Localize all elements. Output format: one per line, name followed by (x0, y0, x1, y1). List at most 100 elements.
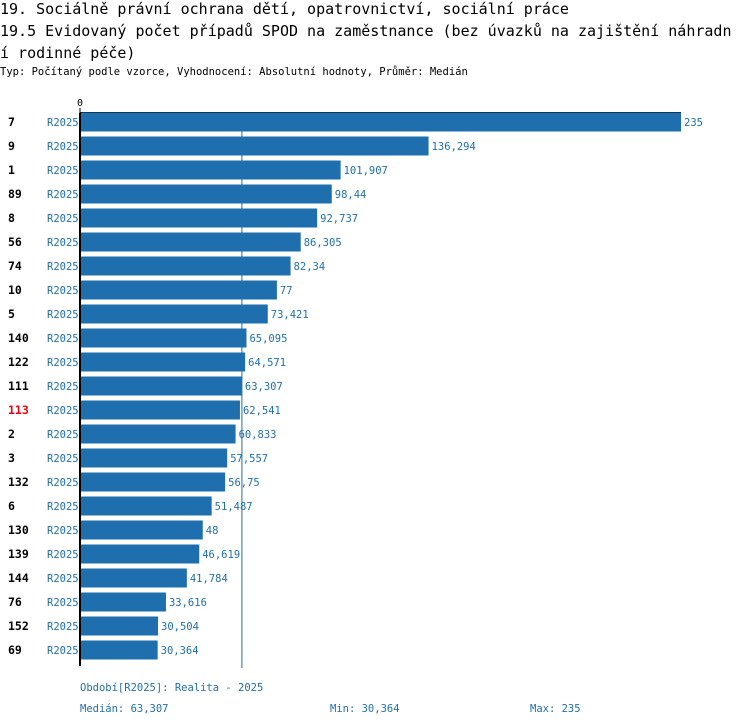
value-label: 60,833 (239, 429, 277, 441)
series-label: R2025 (47, 357, 79, 369)
value-label: 62,541 (243, 405, 281, 417)
bar (81, 616, 159, 636)
value-label: 98,44 (335, 189, 367, 201)
footer-min: Min: 30,364 (330, 703, 400, 715)
category-label: 76 (8, 595, 22, 609)
bar (81, 520, 203, 540)
footer-period: Období[R2025]: Realita - 2025 (80, 682, 264, 694)
bar (81, 232, 301, 252)
value-label: 235 (684, 117, 703, 129)
category-label: 5 (8, 307, 15, 321)
footer-max: Max: 235 (530, 703, 581, 715)
chart-title-line-2: 19.5 Evidovaný počet případů SPOD na zam… (0, 22, 732, 40)
bar (81, 592, 166, 612)
value-label: 46,619 (202, 549, 240, 561)
footer-median: Medián: 63,307 (80, 703, 169, 715)
bar (81, 496, 212, 516)
value-label: 136,294 (432, 141, 476, 153)
series-label: R2025 (47, 597, 79, 609)
series-label: R2025 (47, 237, 79, 249)
bar (81, 112, 681, 132)
series-label: R2025 (47, 477, 79, 489)
bar (81, 568, 187, 588)
bar (81, 376, 242, 396)
category-label: 9 (8, 139, 15, 153)
category-label: 56 (8, 235, 22, 249)
value-label: 56,75 (228, 477, 260, 489)
value-label: 57,557 (230, 453, 268, 465)
series-label: R2025 (47, 117, 79, 129)
bar (81, 304, 268, 324)
bar (81, 352, 246, 372)
category-label: 89 (8, 187, 22, 201)
category-label: 7 (8, 115, 15, 129)
series-label: R2025 (47, 453, 79, 465)
series-label: R2025 (47, 621, 79, 633)
series-label: R2025 (47, 261, 79, 273)
bar (81, 256, 291, 276)
bar (81, 208, 318, 228)
value-label: 73,421 (271, 309, 309, 321)
value-label: 101,907 (344, 165, 388, 177)
category-label: 3 (8, 451, 15, 465)
category-label: 113 (8, 403, 29, 417)
value-label: 82,34 (294, 261, 326, 273)
value-label: 77 (280, 285, 293, 297)
value-label: 33,616 (169, 597, 207, 609)
value-label: 30,504 (161, 621, 199, 633)
value-label: 41,784 (190, 573, 228, 585)
category-label: 69 (8, 643, 22, 657)
bar (81, 160, 341, 180)
bar (81, 448, 228, 468)
category-label: 6 (8, 499, 15, 513)
category-label: 140 (8, 331, 29, 345)
value-label: 63,307 (245, 381, 283, 393)
chart-title-line-1: 19. Sociálně právní ochrana dětí, opatro… (0, 0, 569, 18)
value-label: 92,737 (320, 213, 358, 225)
series-label: R2025 (47, 285, 79, 297)
category-label: 8 (8, 211, 15, 225)
bar (81, 544, 200, 564)
bar (81, 280, 277, 300)
value-label: 51,487 (215, 501, 253, 513)
chart-title-line-3: í rodinné péče) (0, 44, 136, 62)
category-label: 122 (8, 355, 29, 369)
series-label: R2025 (47, 141, 79, 153)
category-label: 2 (8, 427, 15, 441)
bar (81, 400, 240, 420)
value-label: 86,305 (304, 237, 342, 249)
x-tick-label: 0 (77, 98, 83, 109)
category-label: 139 (8, 547, 29, 561)
category-label: 74 (8, 259, 22, 273)
series-label: R2025 (47, 645, 79, 657)
series-label: R2025 (47, 501, 79, 513)
bar (81, 424, 236, 444)
series-label: R2025 (47, 309, 79, 321)
value-label: 48 (206, 525, 219, 537)
bar (81, 472, 226, 492)
bar (81, 328, 247, 348)
category-label: 144 (8, 571, 29, 585)
bar (81, 184, 332, 204)
series-label: R2025 (47, 549, 79, 561)
series-label: R2025 (47, 405, 79, 417)
value-label: 65,095 (249, 333, 287, 345)
series-label: R2025 (47, 525, 79, 537)
series-label: R2025 (47, 333, 79, 345)
category-label: 10 (8, 283, 22, 297)
series-label: R2025 (47, 213, 79, 225)
series-label: R2025 (47, 381, 79, 393)
category-label: 1 (8, 163, 15, 177)
series-label: R2025 (47, 165, 79, 177)
chart-subtitle: Typ: Počítaný podle vzorce, Vyhodnocení:… (0, 66, 468, 78)
series-label: R2025 (47, 573, 79, 585)
value-label: 30,364 (161, 645, 199, 657)
bar (81, 640, 158, 660)
category-label: 111 (8, 379, 29, 393)
category-label: 130 (8, 523, 29, 537)
value-label: 64,571 (248, 357, 286, 369)
category-label: 132 (8, 475, 29, 489)
series-label: R2025 (47, 429, 79, 441)
series-label: R2025 (47, 189, 79, 201)
